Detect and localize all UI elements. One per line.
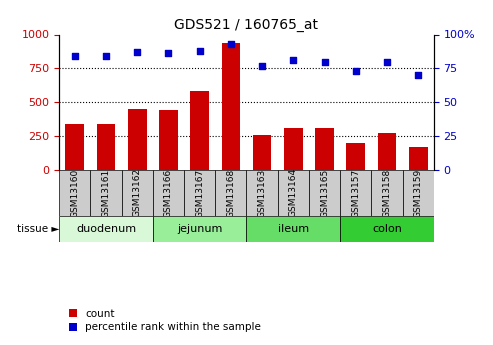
FancyBboxPatch shape [215,170,246,216]
Bar [378,132,396,170]
Text: GSM13157: GSM13157 [352,168,360,218]
FancyBboxPatch shape [278,170,309,216]
FancyBboxPatch shape [309,170,340,216]
Point [258,63,266,68]
Text: GSM13160: GSM13160 [70,168,79,218]
Title: GDS521 / 160765_at: GDS521 / 160765_at [175,18,318,32]
Point [289,57,297,63]
Text: GSM13161: GSM13161 [102,168,110,218]
Point [71,53,79,59]
Bar [409,147,427,170]
Text: GSM13164: GSM13164 [289,168,298,217]
Point [383,59,391,64]
FancyBboxPatch shape [371,170,403,216]
FancyBboxPatch shape [122,170,153,216]
FancyBboxPatch shape [403,170,434,216]
Text: tissue ►: tissue ► [17,224,59,234]
Text: GSM13159: GSM13159 [414,168,423,218]
Text: duodenum: duodenum [76,224,136,234]
Bar [190,91,209,170]
Text: GSM13167: GSM13167 [195,168,204,218]
Text: GSM13165: GSM13165 [320,168,329,218]
Bar [128,109,146,170]
FancyBboxPatch shape [153,170,184,216]
Point [196,48,204,53]
Bar [315,128,334,170]
Point [320,59,328,64]
Text: colon: colon [372,224,402,234]
Bar [159,109,178,170]
Bar [66,125,84,170]
Point [165,51,173,56]
Point [352,68,360,74]
Text: GSM13163: GSM13163 [258,168,267,218]
Text: GSM13162: GSM13162 [133,168,141,217]
FancyBboxPatch shape [340,170,371,216]
FancyBboxPatch shape [184,170,215,216]
Text: ileum: ileum [278,224,309,234]
Bar [347,142,365,170]
Bar [97,125,115,170]
FancyBboxPatch shape [246,170,278,216]
Point [414,72,422,78]
FancyBboxPatch shape [59,216,153,241]
Point [133,49,141,55]
Point [227,41,235,47]
Bar [253,135,272,170]
FancyBboxPatch shape [340,216,434,241]
Bar [284,128,303,170]
Text: GSM13166: GSM13166 [164,168,173,218]
Legend: count, percentile rank within the sample: count, percentile rank within the sample [65,305,265,336]
FancyBboxPatch shape [246,216,340,241]
Text: GSM13158: GSM13158 [383,168,391,218]
Text: jejunum: jejunum [177,224,222,234]
FancyBboxPatch shape [59,170,90,216]
Text: GSM13168: GSM13168 [226,168,235,218]
FancyBboxPatch shape [153,216,246,241]
Bar [221,43,240,170]
Point [102,53,110,59]
FancyBboxPatch shape [90,170,122,216]
